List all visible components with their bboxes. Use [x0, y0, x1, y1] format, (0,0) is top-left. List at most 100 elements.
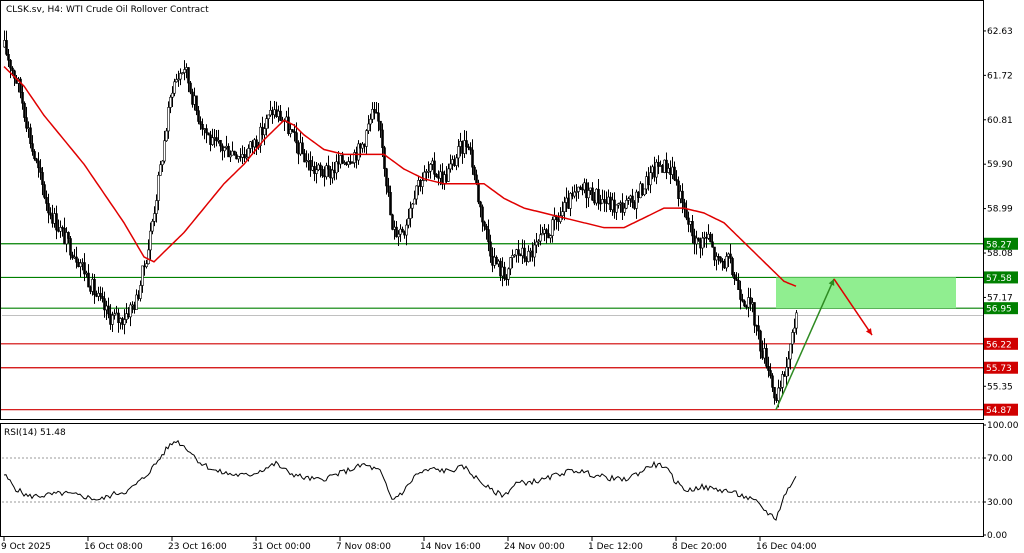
- candle-body: [295, 132, 298, 144]
- candle-body: [759, 330, 762, 352]
- time-tick-label: 23 Oct 16:00: [168, 542, 227, 552]
- candle-body: [787, 358, 790, 368]
- candle-body: [511, 255, 514, 258]
- resistance-level-tag: [984, 271, 1018, 284]
- candle-body: [7, 54, 10, 61]
- candle-body: [71, 254, 74, 259]
- candle-body: [735, 278, 738, 281]
- candle-body: [793, 327, 796, 333]
- resistance-level-value: 57.58: [986, 274, 1012, 284]
- candle-body: [47, 203, 50, 214]
- time-tick-label: 31 Oct 00:00: [252, 542, 311, 552]
- support-level-tag: [984, 403, 1018, 416]
- price-tick-label: 57.17: [987, 293, 1013, 303]
- candle-body: [3, 40, 6, 48]
- candle-body: [73, 256, 76, 259]
- candle-body: [551, 219, 554, 236]
- rsi-tick-label: 70.00: [987, 454, 1013, 464]
- candle-body: [507, 268, 510, 280]
- candle-body: [621, 202, 624, 213]
- candle-body: [681, 190, 684, 204]
- candle-body: [11, 67, 14, 72]
- candle-body: [161, 160, 164, 166]
- candle-body: [713, 246, 716, 261]
- candle-body: [569, 193, 572, 209]
- candle-body: [617, 203, 620, 206]
- candle-body: [517, 249, 520, 255]
- resistance-level-tag: [984, 237, 1018, 250]
- candle-body: [725, 256, 728, 269]
- candle-body: [319, 164, 322, 170]
- down-arrow-shaft: [833, 278, 873, 336]
- candle-body: [149, 230, 152, 251]
- candle-body: [779, 387, 782, 389]
- candle-body: [195, 95, 198, 111]
- candle-body: [167, 107, 170, 132]
- candle-body: [561, 211, 564, 216]
- candle-body: [203, 128, 206, 130]
- candle-body: [555, 216, 558, 220]
- candle-body: [193, 95, 196, 105]
- candle-body: [643, 188, 646, 195]
- candle-body: [369, 118, 372, 125]
- candle-body: [169, 96, 172, 108]
- candle-body: [577, 186, 580, 192]
- candle-body: [37, 160, 40, 169]
- candle-body: [153, 213, 156, 222]
- candle-body: [67, 232, 70, 239]
- candle-body: [423, 171, 426, 181]
- candle-body: [221, 145, 224, 152]
- candle-body: [729, 253, 732, 259]
- candle-body: [81, 262, 84, 264]
- candle-body: [733, 274, 736, 280]
- candle-body: [387, 185, 390, 193]
- candle-body: [19, 78, 22, 93]
- candle-body: [627, 198, 630, 201]
- candle-body: [49, 212, 52, 216]
- candle-body: [141, 265, 144, 286]
- price-tick-label: 55.35: [987, 382, 1013, 392]
- candle-body: [467, 146, 470, 148]
- candle-body: [155, 200, 158, 214]
- candle-body: [291, 129, 294, 132]
- candle-body: [473, 166, 476, 176]
- candle-body: [231, 150, 234, 156]
- candle-body: [177, 78, 180, 81]
- candle-body: [159, 164, 162, 176]
- candle-body: [471, 149, 474, 168]
- candle-body: [575, 191, 578, 193]
- candle-body: [383, 147, 386, 169]
- candle-body: [421, 180, 424, 187]
- candle-body: [673, 166, 676, 180]
- candle-body: [247, 148, 250, 158]
- candle-body: [709, 233, 712, 243]
- candle-body: [39, 167, 42, 173]
- candle-body: [165, 130, 168, 142]
- time-tick-label: 1 Dec 12:00: [588, 542, 643, 552]
- candle-body: [191, 91, 194, 105]
- candle-body: [737, 280, 740, 290]
- candle-body: [63, 227, 66, 245]
- candle-body: [129, 304, 132, 318]
- candle-body: [59, 227, 62, 232]
- candle-body: [603, 199, 606, 203]
- candle-body: [181, 72, 184, 74]
- candle-body: [563, 202, 566, 212]
- candle-body: [455, 157, 458, 166]
- time-tick-label: 9 Oct 2025: [1, 542, 51, 552]
- candle-body: [523, 247, 526, 259]
- candle-body: [765, 348, 768, 367]
- rsi-indicator: [2, 439, 983, 521]
- rsi-label: RSI(14) 51.48: [4, 428, 66, 438]
- candle-body: [131, 304, 134, 307]
- candle-body: [145, 263, 148, 267]
- candle-body: [211, 137, 214, 145]
- candle-body: [549, 235, 552, 239]
- candle-body: [341, 155, 344, 164]
- candle-body: [263, 128, 266, 136]
- price-tick-label: 58.99: [987, 205, 1013, 215]
- candle-body: [731, 258, 734, 275]
- candle-body: [287, 116, 290, 134]
- candle-body: [389, 192, 392, 216]
- candle-body: [413, 198, 416, 205]
